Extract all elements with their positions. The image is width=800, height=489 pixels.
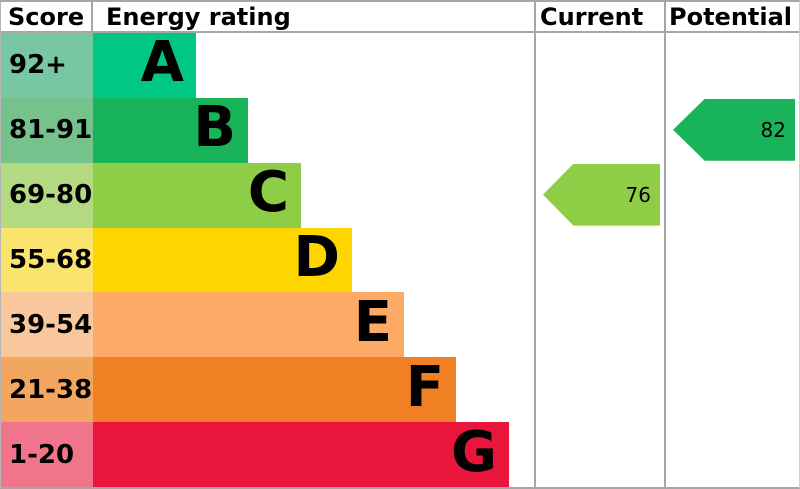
band-bar-cell-b: B xyxy=(93,95,534,163)
current-cell-g xyxy=(534,422,664,487)
band-row-e: 39-54 E xyxy=(1,289,799,358)
band-bar-e: E xyxy=(93,289,404,358)
energy-rating-column-header: Energy rating xyxy=(93,2,534,31)
band-letter-f: F xyxy=(405,354,444,420)
score-header-label: Score xyxy=(8,2,85,31)
potential-cell-c xyxy=(664,162,799,228)
current-cell-d xyxy=(534,227,664,293)
band-bar-cell-a: A xyxy=(93,33,534,98)
score-range-d: 55-68 xyxy=(1,227,93,293)
current-rating-arrow: 76 xyxy=(543,163,660,226)
current-rating-value: 76 xyxy=(625,182,651,207)
potential-column-header: Potential xyxy=(664,2,799,31)
score-range-c: 69-80 xyxy=(1,162,93,228)
band-bar-c: C xyxy=(93,160,301,228)
band-letter-b: B xyxy=(193,95,236,161)
potential-header-label: Potential xyxy=(669,2,793,31)
current-cell-a xyxy=(534,33,664,98)
band-row-c: 69-80 C 76 xyxy=(1,160,799,228)
potential-rating-value: 82 xyxy=(760,117,786,142)
band-row-a: 92+ A xyxy=(1,33,799,98)
band-bar-cell-e: E xyxy=(93,289,534,358)
potential-cell-b: 82 xyxy=(664,97,799,163)
band-bar-g: G xyxy=(93,422,509,487)
band-bar-b: B xyxy=(93,95,248,163)
potential-cell-g xyxy=(664,422,799,487)
band-bar-f: F xyxy=(93,354,456,423)
potential-cell-f xyxy=(664,357,799,423)
score-range-a: 92+ xyxy=(1,33,93,98)
current-header-label: Current xyxy=(540,2,644,31)
current-column-header: Current xyxy=(534,2,664,31)
band-letter-e: E xyxy=(353,289,392,355)
potential-cell-a xyxy=(664,33,799,98)
band-letter-g: G xyxy=(451,419,497,485)
potential-rating-arrow: 82 xyxy=(673,98,795,161)
band-row-d: 55-68 D xyxy=(1,225,799,293)
band-row-g: 1-20 G xyxy=(1,422,799,487)
band-bar-a: A xyxy=(93,33,196,98)
band-letter-d: D xyxy=(293,225,340,290)
current-cell-e xyxy=(534,292,664,358)
band-letter-a: A xyxy=(140,30,184,96)
chart-header-row: Score Energy rating Current Potential xyxy=(1,2,799,33)
score-column-header: Score xyxy=(1,2,93,31)
score-range-b: 81-91 xyxy=(1,97,93,163)
band-bar-d: D xyxy=(93,225,352,293)
band-bar-cell-d: D xyxy=(93,225,534,293)
band-letter-c: C xyxy=(247,160,289,226)
current-cell-f xyxy=(534,357,664,423)
band-bar-cell-c: C xyxy=(93,160,534,228)
band-row-b: 81-91 B 82 xyxy=(1,95,799,163)
score-range-g: 1-20 xyxy=(1,422,93,487)
energy-rating-header-label: Energy rating xyxy=(106,2,291,31)
score-range-e: 39-54 xyxy=(1,292,93,358)
score-range-f: 21-38 xyxy=(1,357,93,423)
band-row-f: 21-38 F xyxy=(1,354,799,423)
band-bar-cell-g: G xyxy=(93,422,534,487)
potential-cell-d xyxy=(664,227,799,293)
current-cell-b xyxy=(534,97,664,163)
potential-cell-e xyxy=(664,292,799,358)
band-bar-cell-f: F xyxy=(93,354,534,423)
current-cell-c: 76 xyxy=(534,162,664,228)
